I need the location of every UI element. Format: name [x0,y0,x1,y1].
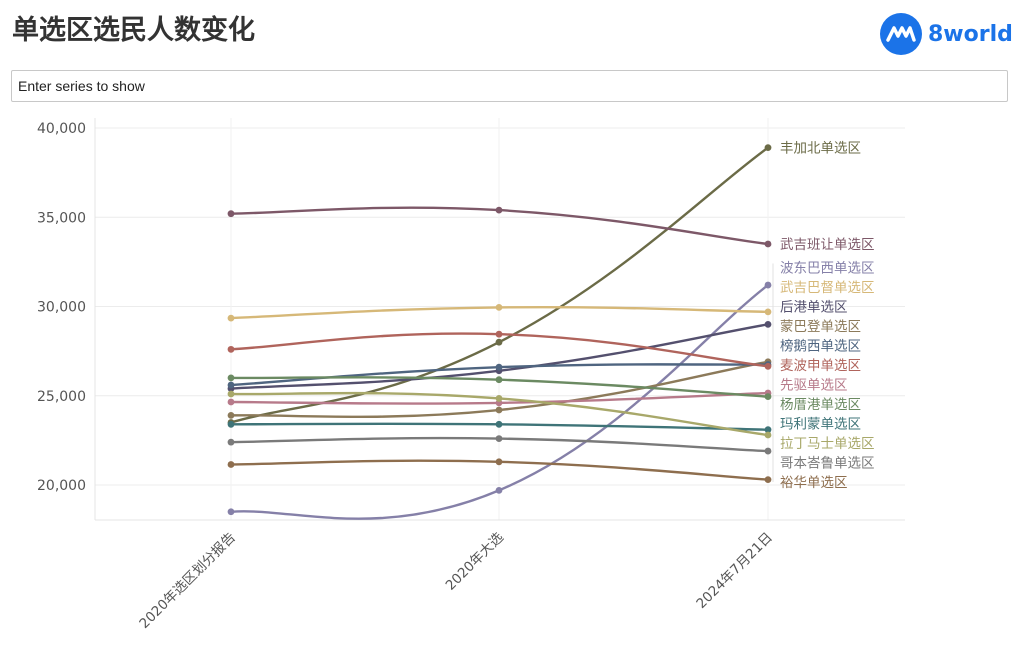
data-point[interactable] [495,330,503,338]
page-title: 单选区选民人数变化 [12,15,255,46]
series-13[interactable] [227,458,772,484]
logo-text: 8world [928,21,1013,47]
series-label[interactable]: 杨厝港单选区 [780,397,861,413]
data-point[interactable] [764,393,772,401]
series-label[interactable]: 玛利蒙单选区 [780,417,861,433]
data-point[interactable] [495,338,503,346]
data-point[interactable] [495,435,503,442]
data-point[interactable] [227,420,235,428]
series-label[interactable]: 哥本峇鲁单选区 [780,456,875,472]
data-point[interactable] [227,381,235,389]
data-point[interactable] [764,320,772,328]
data-point[interactable] [495,395,503,402]
series-label[interactable]: 裕华单选区 [780,475,848,491]
x-tick-label: 2024年7月21日 [693,530,775,612]
data-point[interactable] [227,374,235,382]
series-12[interactable] [227,435,772,455]
series-0[interactable] [227,144,772,426]
series-search-input[interactable] [11,70,1008,102]
data-point[interactable] [495,420,503,428]
data-point[interactable] [495,458,503,466]
chart-series-labels: 丰加北单选区武吉班让单选区波东巴西单选区武吉巴督单选区后港单选区蒙巴登单选区榜鹅… [772,141,875,491]
x-tick-label: 2020年选区划分报告 [136,530,238,632]
series-label[interactable]: 先驱单选区 [780,378,848,394]
data-point[interactable] [227,345,235,353]
data-point[interactable] [227,210,235,218]
series-11[interactable] [227,390,772,439]
data-point[interactable] [495,486,503,494]
data-point[interactable] [764,308,772,316]
series-10[interactable] [227,420,772,434]
data-point[interactable] [764,240,772,248]
data-point[interactable] [764,431,772,439]
y-tick-label: 40,000 [37,121,86,137]
series-1[interactable] [227,206,772,248]
series-3[interactable] [227,303,772,322]
data-point[interactable] [227,411,235,419]
data-point[interactable] [764,476,772,484]
series-label[interactable]: 麦波申单选区 [780,358,861,374]
data-point[interactable] [764,362,772,370]
chart-series [227,144,772,520]
data-point[interactable] [495,303,503,311]
series-9[interactable] [227,374,772,401]
data-point[interactable] [764,426,772,434]
data-point[interactable] [495,363,503,371]
series-2[interactable] [227,281,772,520]
data-point[interactable] [227,314,235,322]
series-label[interactable]: 蒙巴登单选区 [780,319,861,335]
series-label[interactable]: 武吉班让单选区 [780,237,875,253]
series-7[interactable] [227,330,772,370]
data-point[interactable] [495,206,503,214]
series-label[interactable]: 波东巴西单选区 [780,261,875,277]
series-label[interactable]: 丰加北单选区 [780,141,861,157]
series-label[interactable]: 拉丁马士单选区 [780,436,875,452]
data-point[interactable] [495,406,503,414]
8world-logo-icon [880,13,922,55]
data-point[interactable] [227,438,235,446]
y-tick-label: 35,000 [37,210,86,226]
data-point[interactable] [495,376,503,384]
data-point[interactable] [764,144,772,152]
y-tick-label: 20,000 [37,478,86,494]
line-chart: 20,000 25,000 30,000 35,000 40,000 2020年选区划分报… [37,118,905,632]
series-label[interactable]: 武吉巴督单选区 [780,280,875,296]
data-point[interactable] [227,398,235,406]
series-label[interactable]: 榜鹅西单选区 [780,338,861,355]
y-tick-label: 25,000 [37,389,86,405]
series-label[interactable]: 后港单选区 [780,300,848,316]
data-point[interactable] [764,281,772,289]
data-point[interactable] [227,508,235,516]
data-point[interactable] [764,447,772,455]
data-point[interactable] [227,461,235,468]
y-tick-label: 30,000 [37,300,86,316]
x-tick-label: 2020年大选 [443,529,508,594]
data-point[interactable] [227,390,235,398]
brand-logo[interactable]: 8world [880,12,1013,56]
